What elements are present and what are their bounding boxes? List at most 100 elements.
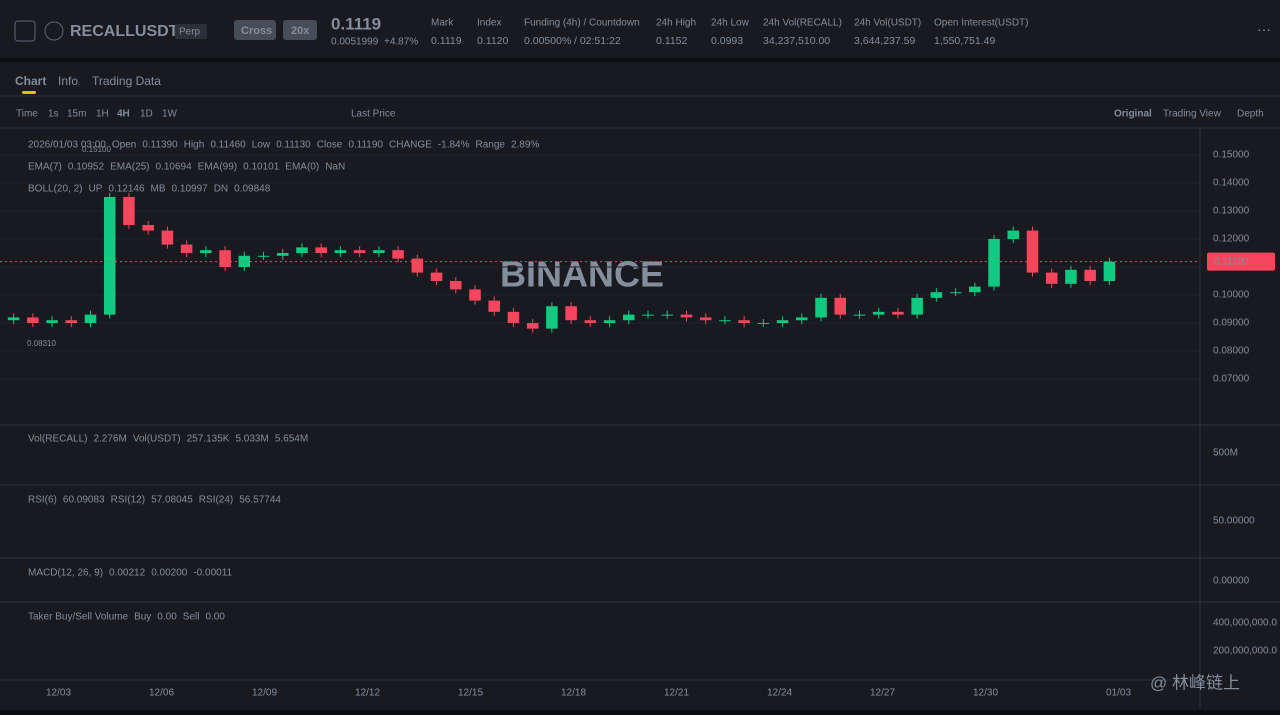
margin-mode[interactable]: Cross: [241, 25, 272, 37]
legend-text: High: [184, 140, 205, 151]
legend-text: Sell: [183, 612, 200, 623]
candle: [180, 244, 193, 253]
legend-text: 57.08045: [151, 495, 193, 506]
tab[interactable]: Chart: [15, 74, 46, 88]
leverage[interactable]: 20x: [291, 25, 310, 37]
legend-text: 0.10997: [172, 184, 209, 195]
candle: [46, 320, 58, 324]
candle: [238, 255, 251, 267]
candle: [142, 224, 154, 231]
stat-label: Mark: [431, 18, 454, 29]
price-tag-label: 0.11190: [1214, 256, 1249, 267]
pane-label: 400,000,000.0: [1213, 618, 1277, 629]
candle: [1084, 269, 1096, 282]
legend-text: 5.033M: [235, 434, 268, 445]
view-option[interactable]: Trading View: [1163, 109, 1222, 120]
legend-text: BOLL(20, 2): [28, 184, 82, 195]
legend-text: Vol(USDT): [133, 434, 181, 445]
candle: [565, 306, 577, 321]
symbol: RECALLUSDT: [70, 23, 179, 40]
tab[interactable]: Info: [58, 74, 78, 88]
legend-text: -0.00011: [193, 568, 232, 579]
contract-type: Perp: [179, 27, 201, 38]
legend-text: EMA(99): [198, 162, 237, 173]
legend-text: 0.11190: [348, 140, 383, 151]
price-change-pct: +4.87%: [384, 37, 418, 48]
y-tick-label: 0.07000: [1213, 374, 1250, 385]
candle: [796, 317, 808, 321]
legend-text: 0.00212: [109, 568, 146, 579]
legend-text: 0.00: [157, 612, 177, 623]
candle: [623, 314, 635, 321]
badge[interactable]: [234, 20, 276, 40]
interval[interactable]: 1s: [48, 109, 59, 120]
candle: [1065, 269, 1077, 284]
candle: [257, 255, 270, 257]
stat-value: 34,237,510.00: [763, 35, 830, 47]
more-menu[interactable]: ⋯: [1257, 22, 1271, 38]
stat-value: 1,550,751.49: [934, 35, 995, 47]
candle: [603, 320, 616, 324]
interval[interactable]: 1W: [162, 109, 178, 120]
interval[interactable]: 1H: [96, 109, 109, 120]
legend-text: EMA(25): [110, 162, 149, 173]
legend-text: 0.11130: [276, 140, 311, 151]
candle: [450, 281, 462, 290]
candle: [853, 314, 866, 316]
stat-value: 0.00500%: [524, 35, 571, 47]
interval[interactable]: 4H: [117, 109, 130, 120]
candle: [315, 247, 327, 253]
interval[interactable]: 15m: [67, 109, 86, 120]
candle: [488, 300, 500, 312]
interval[interactable]: 1D: [140, 109, 153, 120]
view-option[interactable]: Original: [1114, 109, 1152, 120]
legend-text: NaN: [325, 162, 345, 173]
x-tick-label: 12/09: [252, 688, 277, 699]
stat-label: 24h Low: [711, 18, 750, 29]
candle: [546, 306, 558, 329]
candle: [738, 320, 750, 324]
interval[interactable]: Time: [16, 109, 38, 120]
badge[interactable]: [283, 20, 317, 40]
x-tick-label: 12/21: [664, 688, 689, 699]
tab[interactable]: Trading Data: [92, 74, 161, 88]
candle: [430, 272, 443, 282]
candle: [200, 250, 212, 253]
candle: [661, 314, 673, 316]
candle: [815, 297, 827, 318]
legend-text: Vol(RECALL): [28, 434, 87, 445]
favorite-button[interactable]: [14, 20, 36, 42]
x-tick-label: 12/27: [870, 688, 895, 699]
legend-text: 0.10101: [243, 162, 280, 173]
legend-text: RSI(24): [199, 495, 233, 506]
candle: [719, 320, 731, 322]
y-tick-label: 0.15000: [1213, 150, 1250, 161]
stat-value: 0.0993: [711, 35, 743, 47]
x-tick-label: 12/18: [561, 688, 586, 699]
x-tick-label: 12/12: [355, 688, 380, 699]
legend-text: EMA(0): [285, 162, 319, 173]
legend-text: RSI(6): [28, 495, 57, 506]
price-change: 0.0051999: [331, 37, 379, 48]
candle: [84, 314, 97, 324]
last-price: 0.1119: [331, 14, 381, 33]
legend-text: Range: [475, 140, 505, 151]
view-option[interactable]: Depth: [1237, 109, 1264, 120]
candle: [296, 247, 308, 253]
y-tick-label: 0.14000: [1213, 178, 1250, 189]
legend-text: 0.00200: [151, 568, 188, 579]
legend-text: 0.10694: [156, 162, 193, 173]
watermark-credit: @ 林峰链上: [1150, 673, 1240, 692]
candle: [584, 320, 597, 324]
candle: [1026, 230, 1039, 273]
legend-text: UP: [88, 184, 102, 195]
price-type[interactable]: Last Price: [351, 109, 396, 120]
stat-value: / 02:51:22: [574, 35, 621, 47]
legend-text: 60.09083: [63, 495, 105, 506]
legend-text: -1.84%: [438, 140, 470, 151]
low-label: 0.08310: [27, 339, 56, 348]
stat-label: Open Interest(USDT): [934, 18, 1028, 29]
legend-text: CHANGE: [389, 140, 432, 151]
